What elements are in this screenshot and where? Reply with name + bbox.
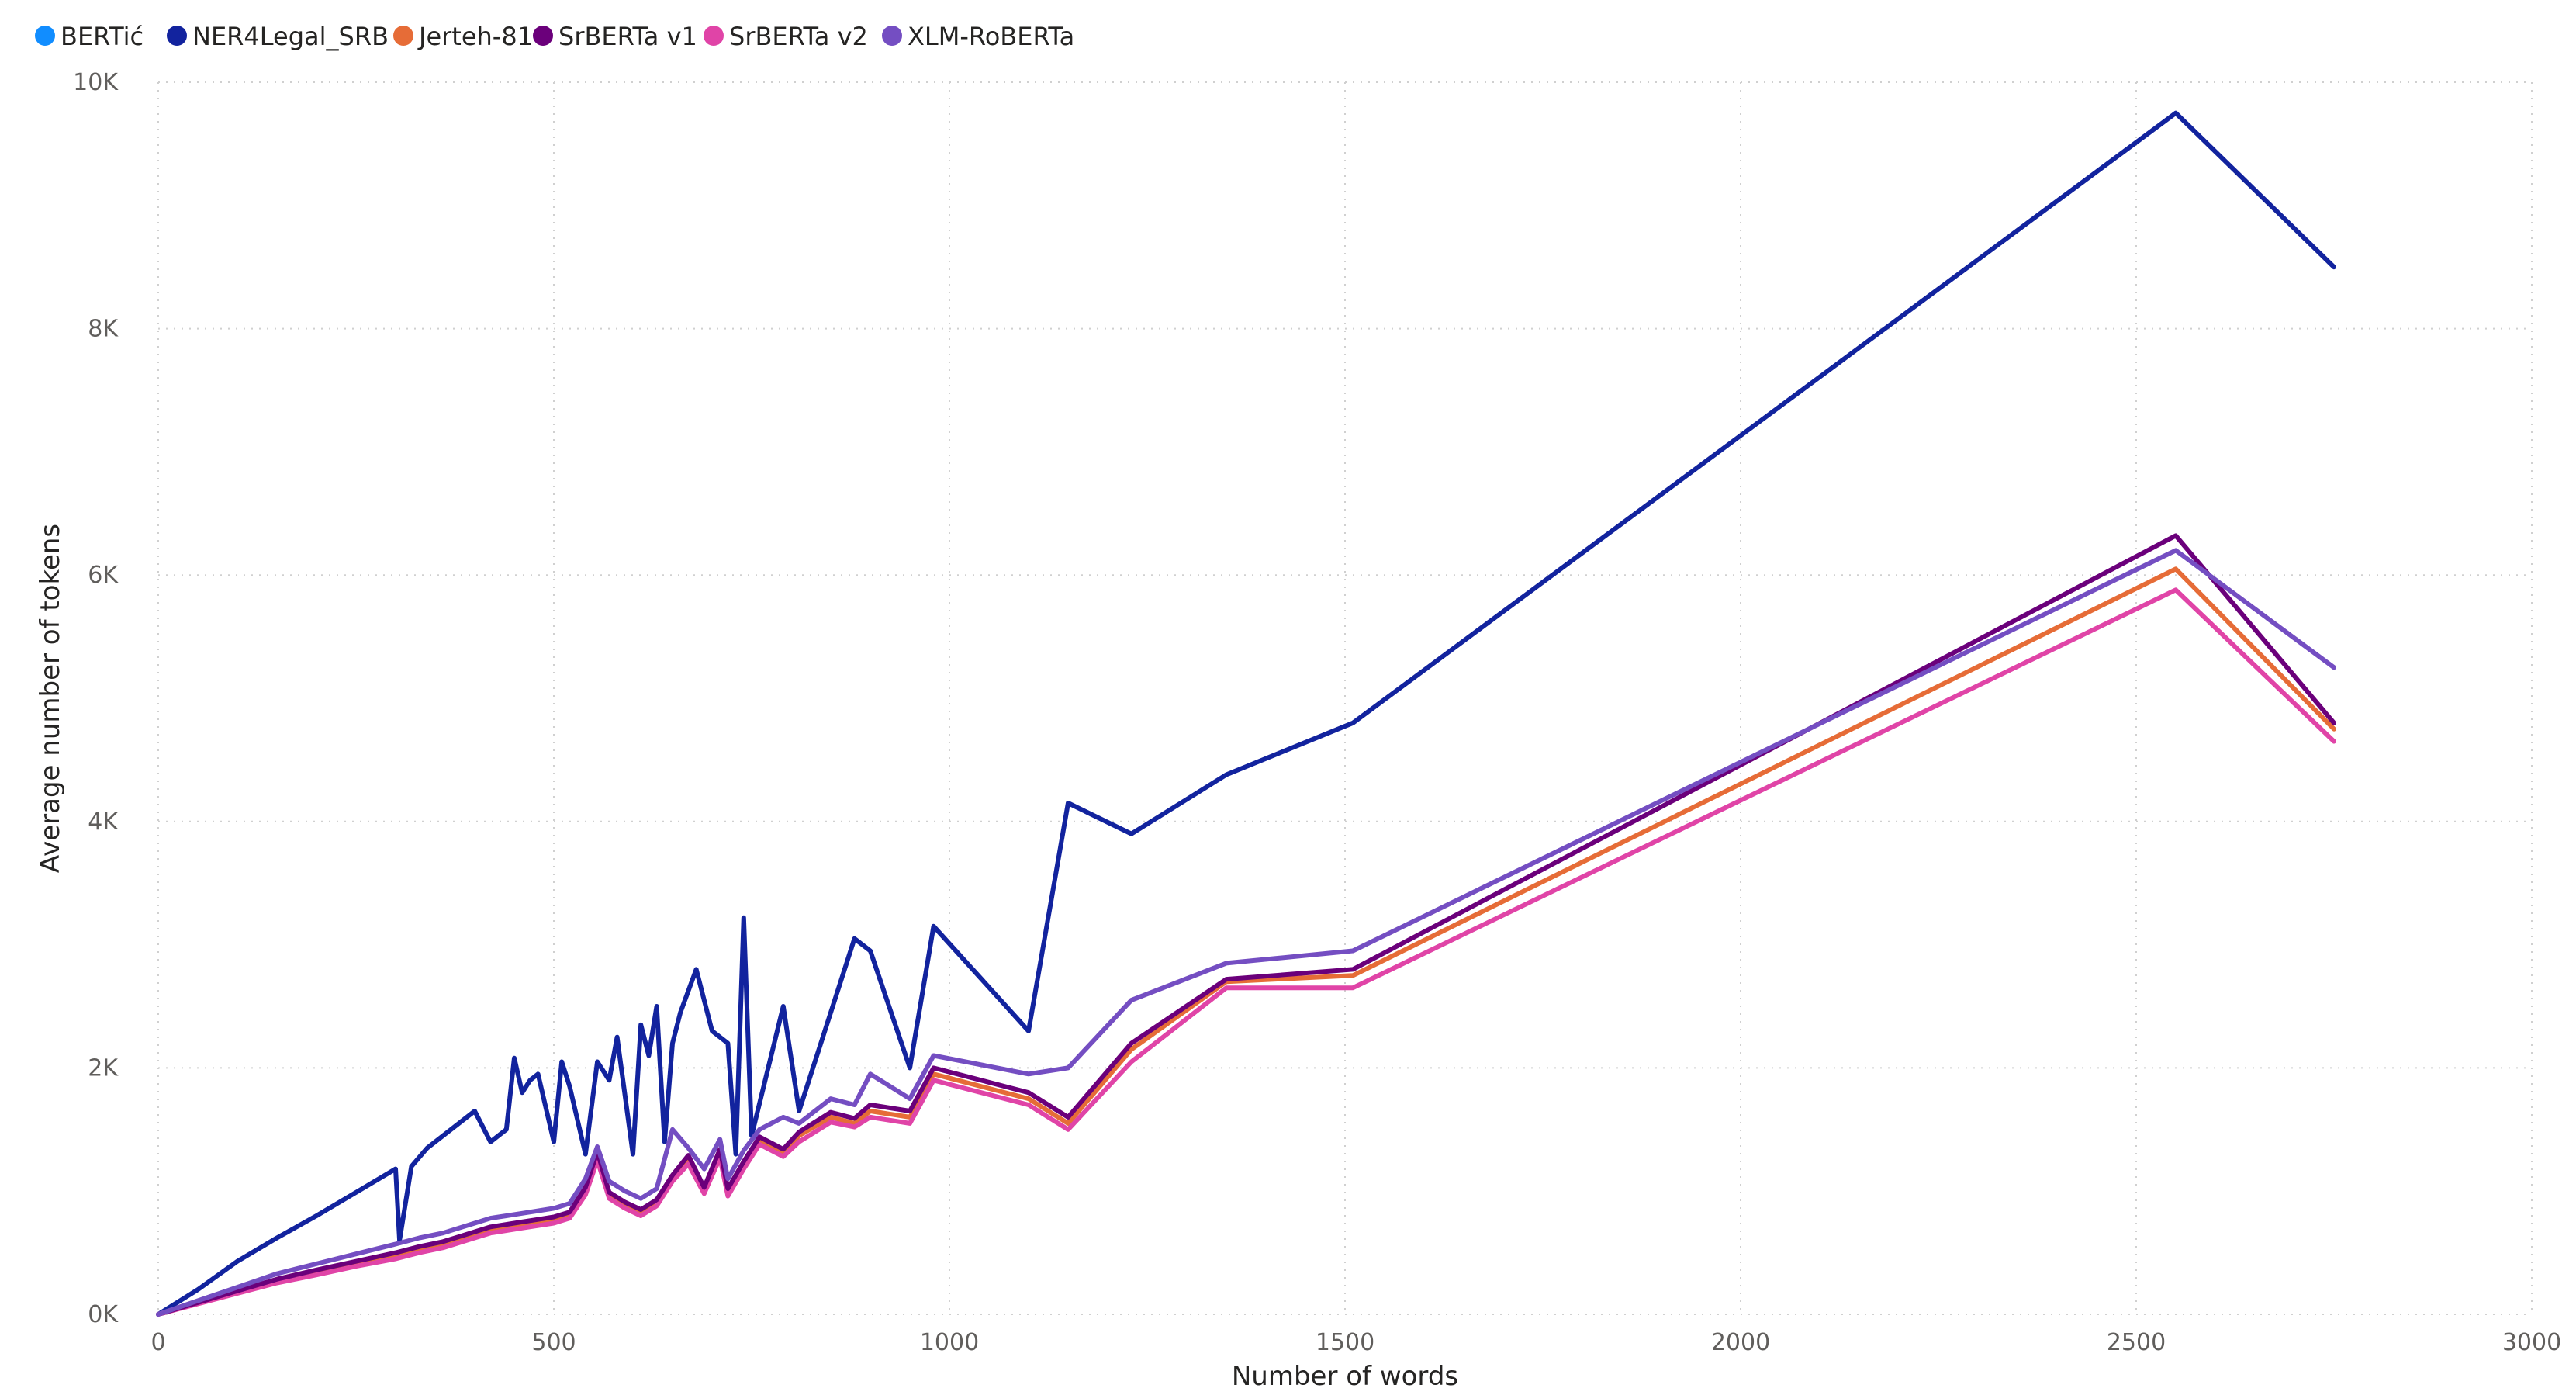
- legend-marker: [882, 26, 902, 46]
- legend-label: SrBERTa v2: [729, 22, 868, 51]
- legend-label: BERTić: [61, 22, 143, 51]
- legend-item[interactable]: XLM-RoBERTa: [882, 22, 1074, 51]
- series-line-srberta-v2: [156, 587, 2336, 1317]
- y-tick-label: 0K: [88, 1301, 119, 1328]
- y-axis-ticks: 0K 2K 4K 6K 8K 10K: [73, 69, 119, 1328]
- legend-item[interactable]: Jerteh-81: [393, 22, 533, 51]
- y-tick-label: 2K: [88, 1054, 119, 1082]
- legend-label: Jerteh-81: [417, 22, 533, 51]
- series-line-ner4legal-srb: [156, 110, 2336, 1317]
- series-line-xlm-roberta: [156, 548, 2336, 1317]
- y-tick-label: 4K: [88, 808, 119, 836]
- x-axis-ticks: 0 500 1000 1500 2000 2500 3000: [150, 1329, 2561, 1356]
- legend-marker: [393, 26, 413, 46]
- legend-item[interactable]: SrBERTa v1: [533, 22, 697, 51]
- legend-label: NER4Legal_SRB: [192, 22, 389, 51]
- x-tick-label: 2500: [2107, 1329, 2166, 1356]
- y-tick-label: 6K: [88, 562, 119, 589]
- x-tick-label: 2000: [1711, 1329, 1770, 1356]
- x-tick-label: 500: [531, 1329, 576, 1356]
- legend-marker: [167, 26, 187, 46]
- legend-item[interactable]: BERTić: [35, 22, 143, 51]
- x-tick-label: 3000: [2502, 1329, 2561, 1356]
- x-tick-label: 0: [150, 1329, 165, 1356]
- legend: BERTić NER4Legal_SRB Jerteh-81 SrBERTa v1 Sr…: [35, 22, 1074, 51]
- legend-marker: [704, 26, 724, 46]
- series-line-srberta-v1: [156, 533, 2336, 1317]
- x-tick-label: 1000: [920, 1329, 979, 1356]
- series-line-jerteh-81: [156, 566, 2336, 1317]
- legend-label: SrBERTa v1: [558, 22, 697, 51]
- y-axis-title: Average number of tokens: [35, 524, 66, 873]
- legend-item[interactable]: NER4Legal_SRB: [167, 22, 389, 51]
- x-axis-title: Number of words: [1232, 1361, 1458, 1392]
- series-lines: [156, 110, 2336, 1317]
- y-tick-label: 10K: [73, 69, 119, 96]
- legend-marker: [533, 26, 553, 46]
- legend-label: XLM-RoBERTa: [908, 22, 1074, 51]
- x-tick-label: 1500: [1316, 1329, 1374, 1356]
- legend-marker: [35, 26, 55, 46]
- legend-item[interactable]: SrBERTa v2: [704, 22, 868, 51]
- gridlines: [157, 81, 2533, 1315]
- y-tick-label: 8K: [88, 316, 119, 343]
